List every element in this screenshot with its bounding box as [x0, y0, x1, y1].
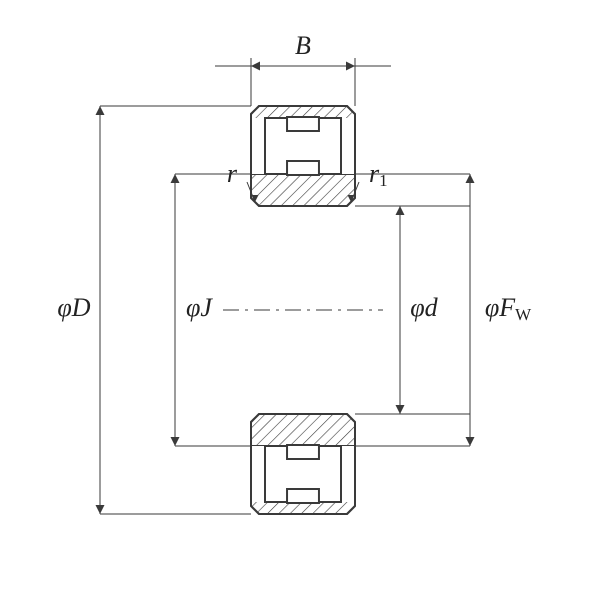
bearing-cross-section-diagram: φDφJφdφFWBrr1 — [0, 0, 600, 600]
label-r: r — [227, 159, 238, 188]
label-B: B — [295, 31, 311, 60]
label-r1: r1 — [369, 159, 388, 190]
label-D: φD — [57, 293, 90, 322]
label-J: φJ — [186, 293, 213, 322]
label-d: φd — [410, 293, 438, 322]
